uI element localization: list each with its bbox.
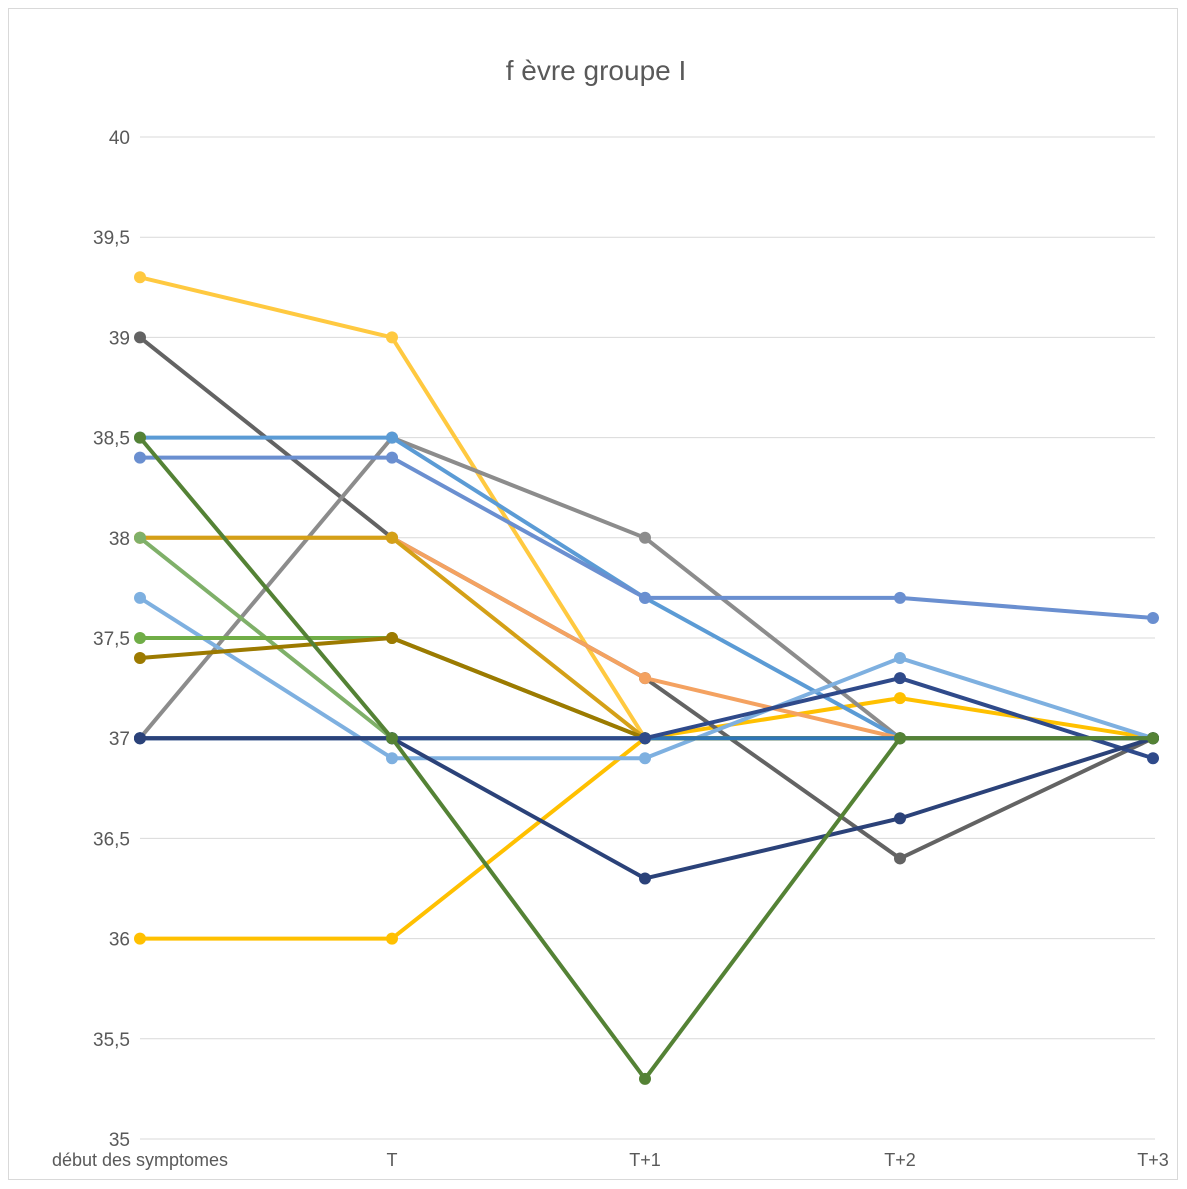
y-axis-ticks: 35 35,5 36 36,5 37 37,5 38 38,5 39 39,5 40 [93,128,130,1151]
data-point [894,652,906,665]
data-point [639,531,651,544]
data-point [386,932,398,945]
data-point [894,692,906,705]
y-tick-label: 38 [109,529,130,550]
data-point [134,331,146,344]
chart-title: f èvre groupe I [506,55,687,86]
data-point [1147,611,1159,624]
series-15 [134,431,1159,1085]
data-point [386,331,398,344]
y-tick-label: 40 [109,128,130,149]
series-line [138,275,1155,741]
series-4 [134,431,1159,745]
data-point [639,591,651,604]
data-point [134,451,146,464]
data-point [386,451,398,464]
data-point [134,632,146,644]
data-point [894,812,906,825]
data-point [386,431,398,444]
series-5 [134,451,1159,624]
data-point [134,531,146,544]
data-point [894,852,906,865]
data-point [639,732,651,745]
data-point [639,872,651,885]
x-category-label: T+3 [1137,1150,1169,1170]
data-point [894,591,906,604]
data-point [134,591,146,604]
series-11 [134,632,1159,745]
data-point [894,732,906,745]
x-category-label: T+2 [884,1150,916,1170]
data-point [134,932,146,945]
data-point [134,431,146,444]
data-point [639,672,651,685]
data-point [386,531,398,544]
series-0 [134,692,1159,945]
y-tick-label: 37 [109,729,130,750]
y-tick-label: 35 [109,1130,130,1151]
x-category-label: T [387,1150,398,1170]
data-point [134,732,146,745]
series-3 [134,431,1159,745]
y-tick-label: 36,5 [93,829,130,850]
series-group [134,271,1159,1085]
data-point [639,752,651,765]
data-point [1147,752,1159,765]
chart-frame [8,8,1178,1180]
data-point [1147,732,1159,745]
series-9 [134,591,1159,765]
y-tick-label: 36 [109,930,130,951]
y-tick-label: 37,5 [93,629,130,650]
x-category-label: début des symptomes [52,1150,228,1170]
data-point [639,1072,651,1085]
x-axis-categories: début des symptomes T T+1 T+2 T+3 [52,1150,1169,1170]
x-category-label: T+1 [629,1150,661,1170]
data-point [386,632,398,644]
y-tick-label: 39 [109,328,130,349]
y-tick-label: 35,5 [93,1030,130,1051]
y-tick-label: 39,5 [93,228,130,249]
y-tick-label: 38,5 [93,429,130,450]
data-point [386,752,398,765]
data-point [894,672,906,685]
gridlines [140,136,1155,1140]
series-10 [134,632,1159,745]
data-point [134,271,146,284]
data-point [134,652,146,665]
data-point [386,732,398,745]
series-13 [134,672,1159,765]
